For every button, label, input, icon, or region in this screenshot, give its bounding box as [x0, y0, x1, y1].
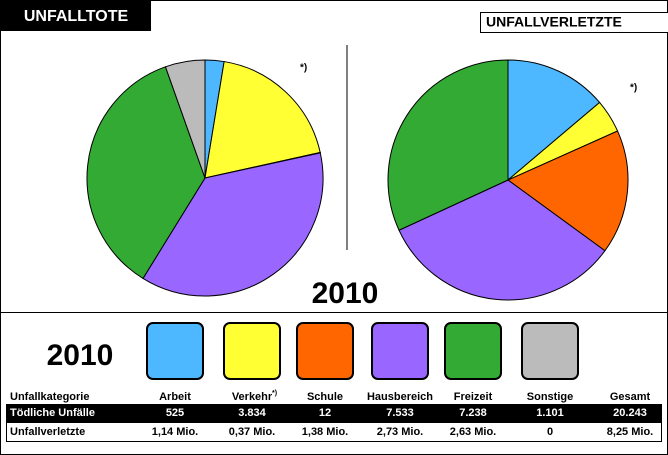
title-box — [1, 1, 151, 31]
table-cell: 1,14 Mio. — [152, 426, 198, 438]
category-icon — [223, 322, 281, 380]
pie-slice — [507, 59, 601, 182]
footnote-marker: *) — [300, 63, 307, 74]
table-cell: 3.834 — [238, 407, 266, 419]
table-cell: 2,63 Mio. — [450, 426, 496, 438]
category-icon — [444, 322, 502, 380]
table-cell: 1,38 Mio. — [302, 426, 348, 438]
pie-slice — [204, 60, 321, 179]
table-header: Sonstige — [527, 391, 573, 403]
table-cell: 0 — [547, 426, 553, 438]
row-label: Tödliche Unfälle — [10, 407, 95, 419]
pie-slice — [507, 130, 629, 252]
footnote-marker: *) — [272, 390, 277, 397]
table-header: Hausbereich — [367, 391, 433, 403]
year: 2010 — [312, 277, 379, 310]
table-header: Unfallkategorie — [10, 391, 89, 403]
table-cell: 7.238 — [459, 407, 487, 419]
table-cell: 0,37 Mio. — [229, 426, 275, 438]
footnote-marker: *) — [630, 83, 637, 94]
table-header: Gesamt — [610, 391, 651, 403]
table-cell: 20.243 — [613, 407, 647, 419]
row-bg — [6, 422, 662, 442]
pie-slice — [387, 59, 509, 231]
table-cell: 8,25 Mio. — [607, 426, 653, 438]
table-cell: 525 — [166, 407, 184, 419]
row-bg — [6, 404, 662, 422]
title-box — [480, 12, 668, 33]
row-label: Unfallverletzte — [10, 426, 85, 438]
pie-slice — [142, 152, 324, 297]
year: 2010 — [47, 339, 114, 372]
category-icon — [371, 322, 429, 380]
pie-title: UNFALLTOTE — [24, 8, 129, 25]
pie-slice — [164, 59, 206, 179]
table-cell: 7.533 — [386, 407, 414, 419]
category-icon — [146, 322, 204, 380]
table-header: Schule — [307, 391, 343, 403]
category-icon — [296, 322, 354, 380]
table-header: Freizeit — [454, 391, 493, 403]
category-icon — [521, 322, 579, 380]
table-header: Arbeit — [159, 391, 191, 403]
table-cell: 12 — [319, 407, 331, 419]
table-cell: 2,73 Mio. — [377, 426, 423, 438]
pie-slice — [86, 66, 206, 280]
table-cell: 1.101 — [536, 407, 564, 419]
pie-slice — [398, 179, 606, 301]
table-header: Verkehr — [232, 391, 273, 403]
pie-title: UNFALLVERLETZTE — [486, 14, 622, 30]
